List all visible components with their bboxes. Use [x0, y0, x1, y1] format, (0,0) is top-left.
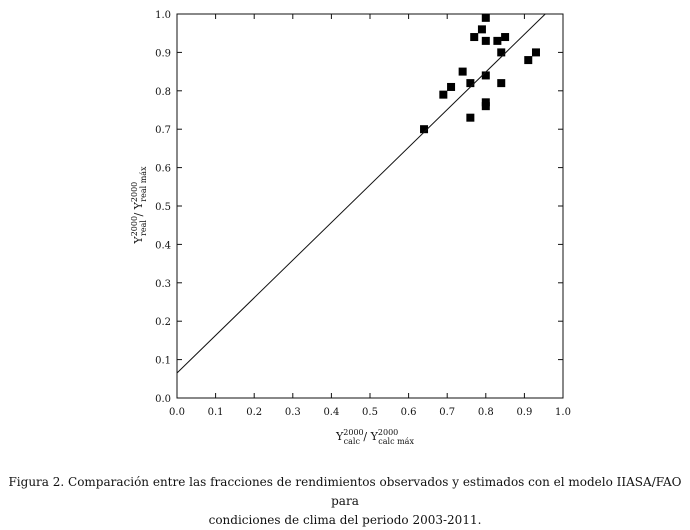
data-point	[420, 125, 429, 134]
y-axis-label: Y2000real / Y2000real máx	[130, 166, 148, 245]
scatter-chart: 0.0 0.1 0.2 0.3 0.4 0.5 0.6 0.7 0.8 0.9 1.0 0.0 0.1…	[130, 10, 571, 446]
y-tick-label: 0.8	[155, 87, 171, 98]
data-point	[470, 33, 479, 42]
x-tick-label: 0.8	[478, 407, 494, 418]
y-axis-ticks: 0.0 0.1 0.2 0.3 0.4 0.5 0.6 0.7 0.8 0.9 1.0	[155, 10, 563, 405]
x-tick-label: 0.1	[208, 407, 224, 418]
data-point	[477, 25, 486, 34]
x-tick-label: 0.3	[285, 407, 301, 418]
x-tick-label: 0.7	[439, 407, 455, 418]
x-tick-label: 0.9	[516, 407, 532, 418]
x-axis-label: Y2000 calc / Y2000 calc máx	[335, 428, 414, 446]
figure-caption: Figura 2. Comparación entre las fraccion…	[0, 473, 690, 530]
x-tick-label: 0.6	[401, 407, 417, 418]
y-tick-label: 0.0	[155, 394, 171, 405]
x-tick-label: 1.0	[555, 407, 571, 418]
x-tick-label: 0.0	[169, 407, 185, 418]
caption-line-1: Figura 2. Comparación entre las fraccion…	[8, 475, 682, 508]
data-point	[439, 90, 448, 99]
data-point	[531, 48, 540, 57]
data-point	[481, 13, 490, 22]
data-point	[466, 113, 475, 122]
fit-line	[176, 13, 546, 374]
plot-area	[176, 13, 564, 399]
y-tick-label: 0.3	[155, 279, 171, 290]
data-point	[447, 82, 456, 91]
data-point	[481, 71, 490, 80]
data-points	[420, 13, 540, 134]
x-tick-label: 0.2	[246, 407, 262, 418]
data-point	[481, 102, 490, 111]
x-tick-label: 0.5	[362, 407, 378, 418]
data-point	[466, 79, 475, 88]
data-point	[497, 48, 506, 57]
x-axis-ticks: 0.0 0.1 0.2 0.3 0.4 0.5 0.6 0.7 0.8 0.9 1.0	[169, 14, 571, 418]
data-point	[481, 36, 490, 45]
y-tick-label: 0.1	[155, 356, 171, 367]
y-tick-label: 0.2	[155, 317, 171, 328]
fit-line-group	[176, 13, 546, 374]
data-point	[497, 79, 506, 88]
data-point	[493, 36, 502, 45]
y-tick-label: 0.9	[155, 48, 171, 59]
y-tick-label: 0.7	[155, 125, 171, 136]
caption-line-2: condiciones de clima del periodo 2003-20…	[208, 513, 482, 527]
y-tick-label: 0.5	[155, 202, 171, 213]
y-tick-label: 0.6	[155, 164, 171, 175]
data-point	[524, 56, 533, 65]
y-tick-label: 1.0	[155, 10, 171, 21]
x-tick-label: 0.4	[323, 407, 339, 418]
data-point	[501, 33, 510, 42]
plot-frame	[176, 13, 564, 399]
data-point	[458, 67, 467, 76]
y-tick-label: 0.4	[155, 240, 171, 251]
